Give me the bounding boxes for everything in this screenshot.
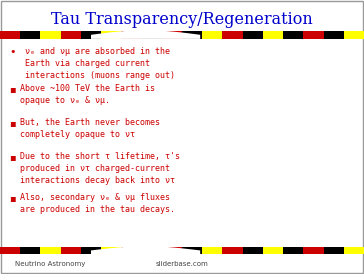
Text: •: • bbox=[9, 47, 16, 57]
Text: But, the Earth never becomes
completely opaque to ντ: But, the Earth never becomes completely … bbox=[20, 118, 160, 139]
Text: sliderbase.com: sliderbase.com bbox=[156, 261, 208, 267]
Text: Due to the short τ lifetime, τ's
produced in ντ charged-current
interactions dec: Due to the short τ lifetime, τ's produce… bbox=[20, 152, 180, 185]
Text: Neutrino attenuation
calculated according to
R.Gandhi, C.Quigg et al.,
Astropart: Neutrino attenuation calculated accordin… bbox=[246, 147, 316, 172]
Text: Neutrino Astronomy: Neutrino Astronomy bbox=[15, 261, 85, 267]
Text: Above ~100 TeV the Earth is
opaque to νₑ & νμ.: Above ~100 TeV the Earth is opaque to νₑ… bbox=[20, 84, 155, 105]
X-axis label: $E_\nu$ (TeV): $E_\nu$ (TeV) bbox=[250, 255, 276, 264]
Text: ▪: ▪ bbox=[9, 152, 16, 162]
Text: νₑ and νμ are absorbed in the
 Earth via charged current
 interactions (muons ra: νₑ and νμ are absorbed in the Earth via … bbox=[20, 47, 175, 81]
Y-axis label: Probability that a neutrino will reach the
other side after traversing the Earth: Probability that a neutrino will reach t… bbox=[151, 102, 160, 185]
Text: ▪: ▪ bbox=[9, 118, 16, 128]
Text: Also, secondary νₑ & νμ fluxes
are produced in the tau decays.: Also, secondary νₑ & νμ fluxes are produ… bbox=[20, 193, 175, 214]
Text: ▪: ▪ bbox=[9, 84, 16, 93]
Text: ▪: ▪ bbox=[9, 193, 16, 203]
Text: Tau Transparency/Regeneration: Tau Transparency/Regeneration bbox=[51, 11, 313, 28]
